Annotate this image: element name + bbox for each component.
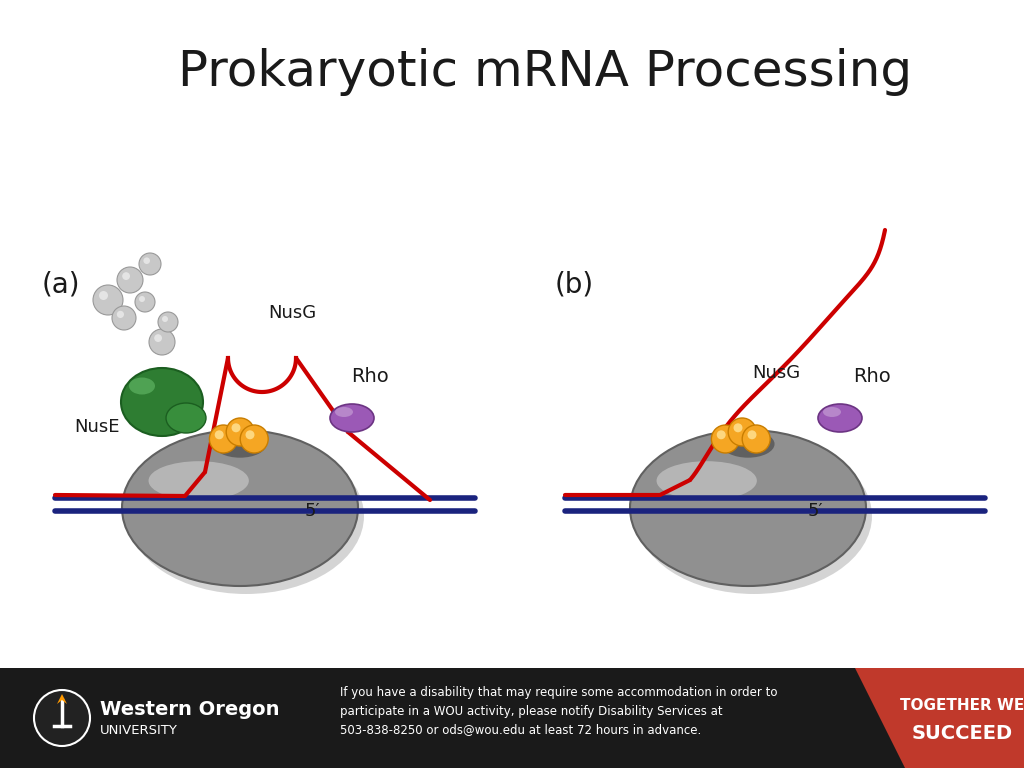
Circle shape xyxy=(246,430,255,439)
Text: (b): (b) xyxy=(555,270,594,298)
Circle shape xyxy=(728,418,756,446)
Circle shape xyxy=(155,334,162,342)
Text: 5′: 5′ xyxy=(808,502,823,520)
Circle shape xyxy=(122,272,130,280)
Ellipse shape xyxy=(656,462,757,500)
Circle shape xyxy=(150,329,175,355)
Bar xyxy=(0,668,1024,768)
Ellipse shape xyxy=(818,404,862,432)
Ellipse shape xyxy=(148,462,249,500)
Text: If you have a disability that may require some accommodation in order to
partici: If you have a disability that may requir… xyxy=(340,686,777,736)
Circle shape xyxy=(226,418,254,446)
Circle shape xyxy=(34,690,90,746)
Circle shape xyxy=(139,253,161,275)
Polygon shape xyxy=(855,668,1024,768)
Circle shape xyxy=(143,257,150,264)
Ellipse shape xyxy=(213,430,266,458)
Ellipse shape xyxy=(722,430,774,458)
Circle shape xyxy=(158,312,178,332)
Text: SUCCEED: SUCCEED xyxy=(911,724,1013,743)
Circle shape xyxy=(139,296,145,302)
Ellipse shape xyxy=(166,403,206,433)
Text: 5′: 5′ xyxy=(305,502,321,520)
Circle shape xyxy=(241,425,268,453)
Text: TOGETHER WE: TOGETHER WE xyxy=(900,698,1024,713)
Ellipse shape xyxy=(630,430,866,586)
Text: NusE: NusE xyxy=(74,418,120,436)
Ellipse shape xyxy=(335,407,353,417)
Circle shape xyxy=(117,267,143,293)
Circle shape xyxy=(712,425,739,453)
Circle shape xyxy=(748,430,757,439)
Circle shape xyxy=(135,292,155,312)
Circle shape xyxy=(117,311,124,318)
Ellipse shape xyxy=(121,368,203,436)
Ellipse shape xyxy=(823,407,841,417)
Text: Rho: Rho xyxy=(853,367,891,386)
Circle shape xyxy=(209,425,238,453)
Text: UNIVERSITY: UNIVERSITY xyxy=(100,724,178,737)
Ellipse shape xyxy=(128,438,364,594)
Circle shape xyxy=(112,306,136,330)
Circle shape xyxy=(231,423,241,432)
Polygon shape xyxy=(57,694,67,704)
Text: Prokaryotic mRNA Processing: Prokaryotic mRNA Processing xyxy=(178,48,912,96)
Text: Rho: Rho xyxy=(351,367,389,386)
Circle shape xyxy=(733,423,742,432)
Ellipse shape xyxy=(122,430,358,586)
Circle shape xyxy=(99,291,108,300)
Ellipse shape xyxy=(330,404,374,432)
Text: (a): (a) xyxy=(42,270,81,298)
Ellipse shape xyxy=(129,378,155,395)
Circle shape xyxy=(93,285,123,315)
Circle shape xyxy=(215,430,223,439)
Text: NusG: NusG xyxy=(268,304,316,322)
Text: Western Oregon: Western Oregon xyxy=(100,700,280,719)
Circle shape xyxy=(742,425,770,453)
Circle shape xyxy=(162,316,168,322)
Text: NusG: NusG xyxy=(752,364,800,382)
Circle shape xyxy=(717,430,726,439)
Ellipse shape xyxy=(636,438,872,594)
